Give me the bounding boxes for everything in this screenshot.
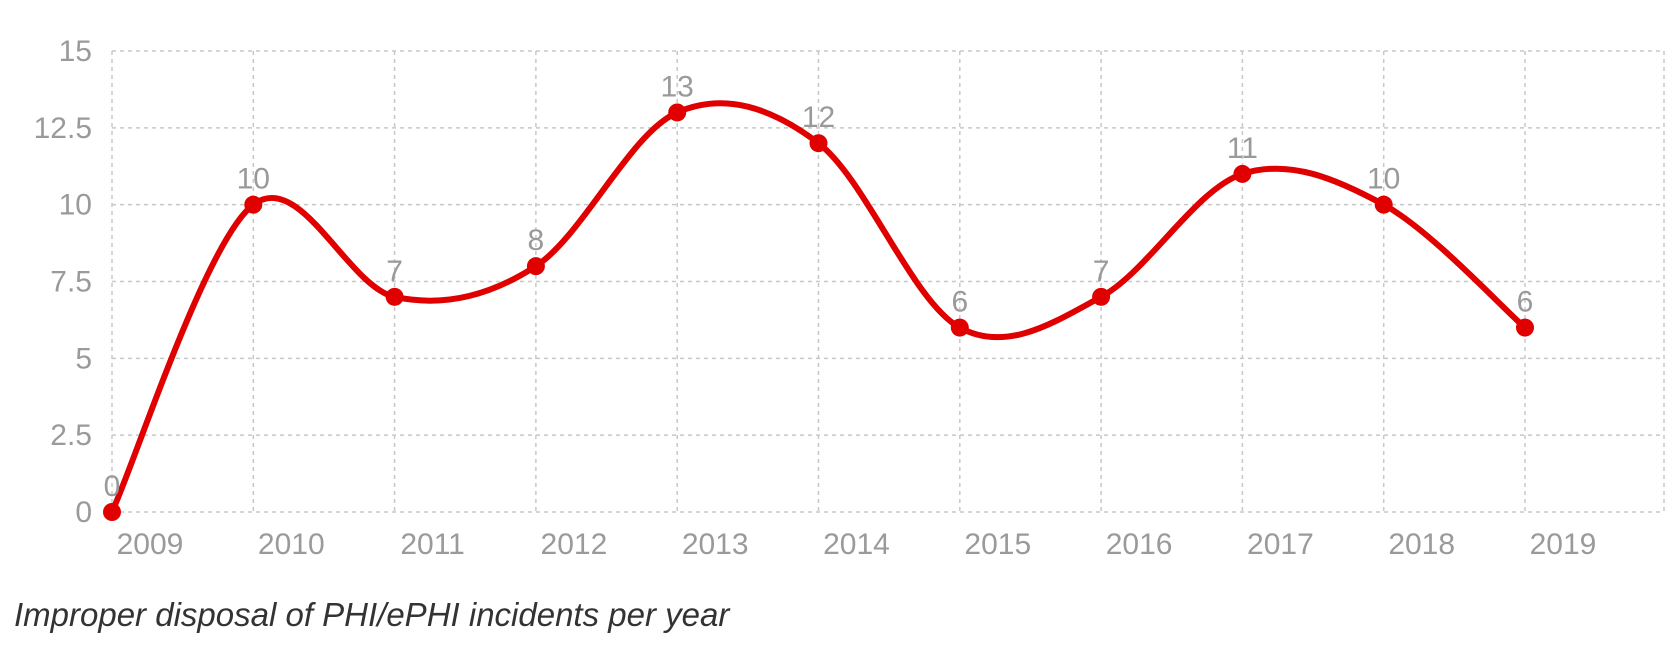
data-point — [1233, 164, 1252, 183]
data-point — [385, 287, 404, 306]
data-label: 11 — [1227, 132, 1258, 165]
data-point — [668, 103, 687, 122]
data-point — [950, 318, 969, 337]
data-labels: 0 10 7 8 13 12 6 7 11 10 6 — [104, 70, 1534, 503]
x-tick-label: 2010 — [258, 528, 325, 561]
x-tick-label: 2017 — [1247, 528, 1314, 561]
data-point — [1374, 195, 1393, 214]
y-tick-label: 15 — [59, 35, 92, 68]
x-tick-label: 2016 — [1106, 528, 1173, 561]
grid-layer — [111, 50, 1665, 513]
data-label: 10 — [237, 163, 270, 196]
y-tick-label: 2.5 — [50, 419, 92, 452]
y-tick-label: 0 — [75, 496, 92, 529]
data-label: 12 — [802, 101, 835, 134]
y-axis-tick-labels: 0 2.5 5 7.5 10 12.5 15 — [34, 35, 92, 529]
y-tick-label: 10 — [59, 189, 92, 222]
data-point — [526, 257, 545, 276]
data-point — [103, 503, 121, 521]
data-point — [244, 195, 263, 214]
x-tick-label: 2013 — [682, 528, 749, 561]
series-line — [109, 100, 1528, 515]
data-label: 6 — [951, 286, 968, 319]
x-tick-label: 2018 — [1388, 528, 1455, 561]
data-label: 7 — [1093, 255, 1110, 288]
data-label: 7 — [386, 255, 403, 288]
y-tick-label: 12.5 — [34, 112, 92, 145]
x-tick-label: 2014 — [823, 528, 890, 561]
x-tick-label: 2012 — [541, 528, 608, 561]
data-label: 6 — [1517, 286, 1534, 319]
data-label: 8 — [528, 224, 545, 257]
y-tick-label: 5 — [75, 342, 92, 375]
data-label: 10 — [1367, 163, 1400, 196]
x-tick-label: 2011 — [400, 528, 465, 561]
data-point — [809, 134, 828, 153]
x-tick-label: 2015 — [964, 528, 1031, 561]
series-layer — [109, 100, 1528, 515]
x-axis-tick-labels: 2009 2010 2011 2012 2013 2014 2015 2016 2017 2018… — [117, 528, 1597, 561]
x-tick-label: 2009 — [117, 528, 184, 561]
chart-caption: Improper disposal of PHI/ePHI incidents … — [14, 596, 730, 633]
data-label: 13 — [661, 70, 694, 103]
y-tick-label: 7.5 — [50, 266, 92, 299]
data-point — [1516, 318, 1534, 337]
data-label: 0 — [104, 470, 121, 503]
x-tick-label: 2019 — [1530, 528, 1597, 561]
data-point — [1092, 287, 1111, 306]
data-points — [103, 103, 1534, 521]
